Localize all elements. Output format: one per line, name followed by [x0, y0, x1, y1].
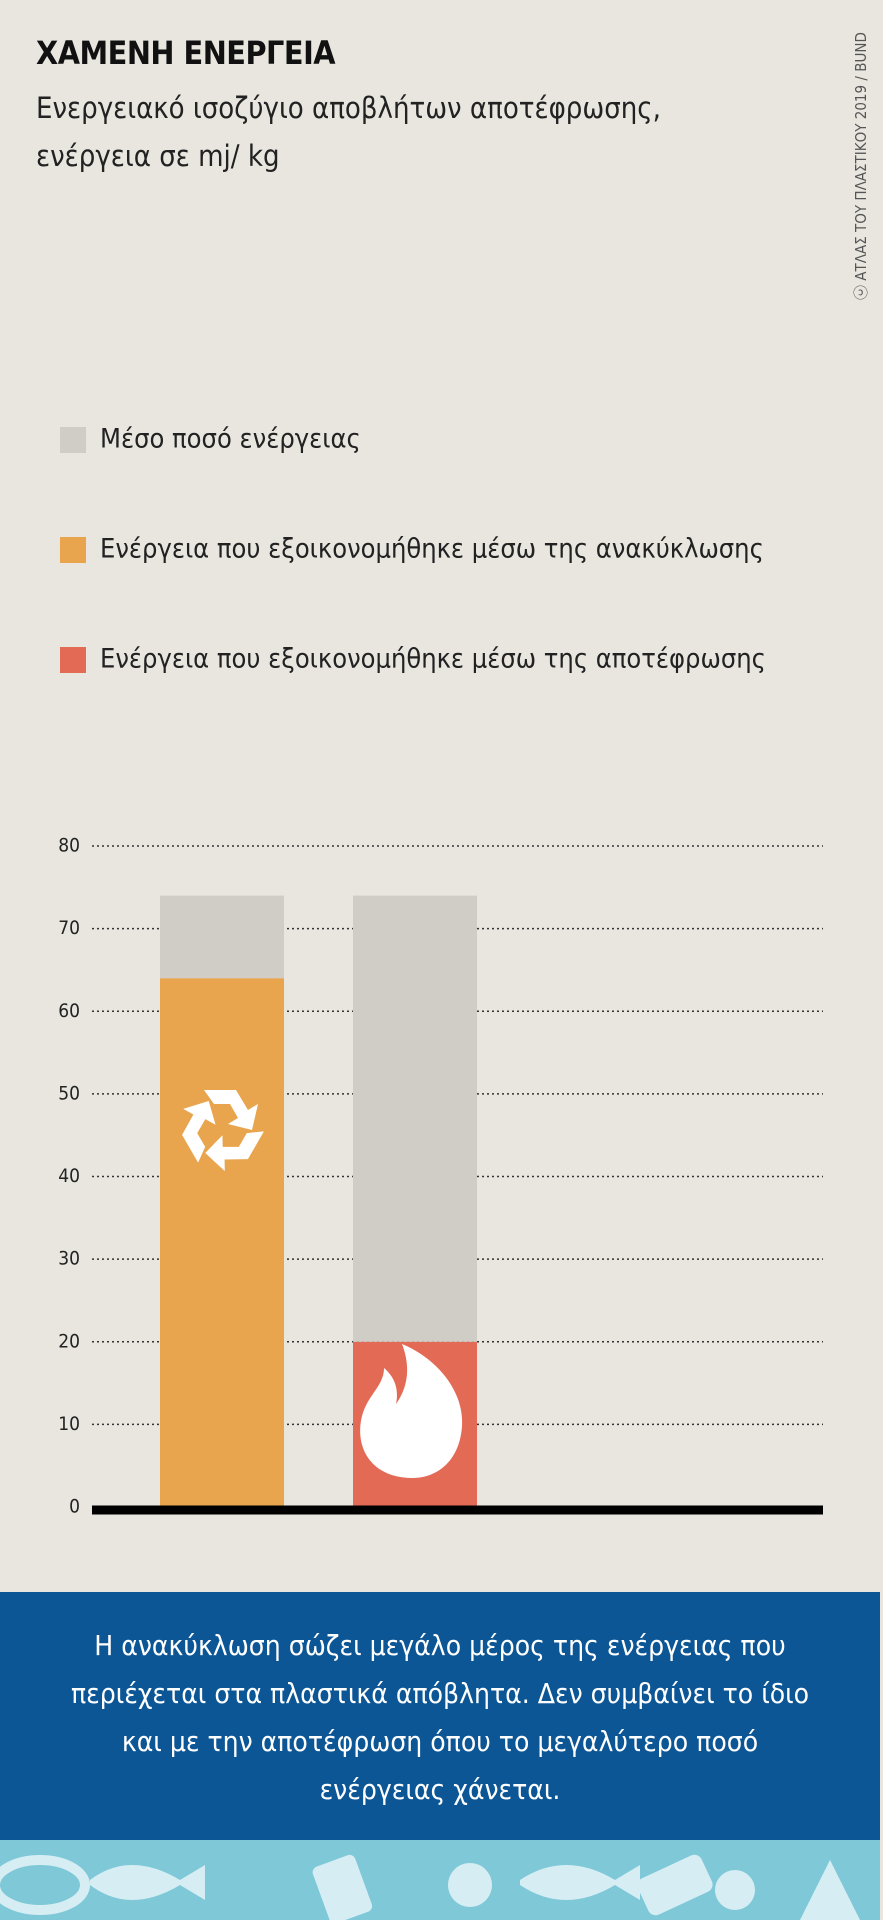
y-tick-label: 40 [58, 1165, 80, 1187]
recycle-arrow [205, 1131, 264, 1172]
recycle-arrow [182, 1101, 216, 1163]
recycle-arrow [204, 1090, 258, 1130]
footer-text: Η ανακύκλωση σώζει μεγάλο μέρος της ενέρ… [70, 1629, 810, 1806]
y-tick-label: 0 [69, 1496, 80, 1518]
legend-label: Ενέργεια που εξοικονομήθηκε μέσω της απο… [100, 644, 766, 675]
decor [0, 1855, 90, 1915]
flame-icon [360, 1344, 463, 1478]
legend-label: Μέσο ποσό ενέργειας [100, 424, 361, 455]
decor [800, 1860, 860, 1920]
footer-box: Η ανακύκλωση σώζει μεγάλο μέρος της ενέρ… [0, 1592, 880, 1920]
y-tick-label: 20 [58, 1330, 80, 1352]
y-tick-label: 10 [58, 1413, 80, 1435]
decor [312, 1854, 373, 1920]
y-tick-label: 50 [58, 1082, 80, 1104]
bar-segment [160, 895, 284, 979]
recycle-icon [182, 1090, 264, 1172]
decor [637, 1854, 713, 1916]
chart: Μέσο ποσό ενέργειας Ενέργεια που εξοικονο… [58, 424, 823, 1518]
y-tick-label: 30 [58, 1248, 80, 1270]
chart-title: ΧΑΜΕΝΗ ΕΝΕΡΓΕΙΑ [36, 34, 336, 72]
legend-swatch [60, 537, 86, 563]
legend-label: Ενέργεια που εξοικονομήθηκε μέσω της ανα… [100, 534, 764, 565]
y-tick-label: 80 [58, 835, 80, 857]
decor-strip [0, 1840, 880, 1920]
chart-subtitle: Ενεργειακό ισοζύγιο αποβλήτων αποτέφρωση… [36, 91, 661, 173]
y-tick-label: 70 [58, 917, 80, 939]
bar-segment [353, 895, 477, 1342]
decor [715, 1870, 755, 1910]
legend-swatch [60, 427, 86, 453]
y-tick-label: 60 [58, 1000, 80, 1022]
bar-segment [160, 978, 284, 1507]
decor [520, 1865, 640, 1900]
decor [90, 1865, 205, 1900]
legend-swatch [60, 647, 86, 673]
decor [448, 1863, 492, 1907]
